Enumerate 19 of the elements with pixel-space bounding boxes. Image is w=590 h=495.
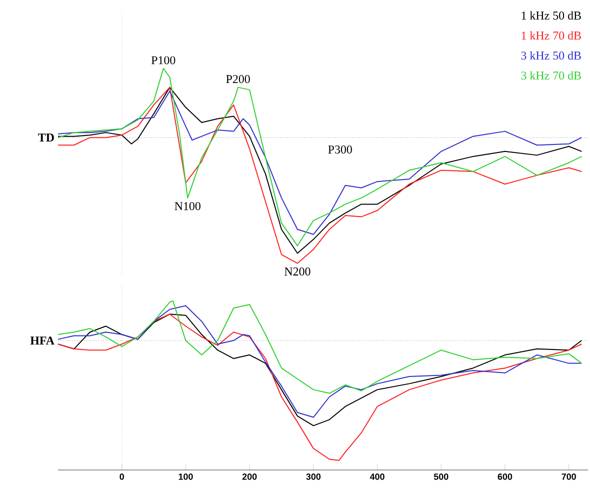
- text: 3 kHz 50 dB: [521, 51, 581, 60]
- y-axis-title: HFA: [30, 336, 54, 344]
- annotation: N200: [284, 267, 310, 276]
- x-tick-label: 600: [498, 474, 512, 480]
- x-tick-label: 500: [434, 474, 448, 480]
- x-tick-label: 300: [306, 474, 321, 480]
- annotation: P300: [328, 145, 352, 154]
- text: 3 kHz 70 dB: [521, 71, 581, 80]
- x-tick-label: 0: [120, 474, 124, 480]
- text: 1 kHz 70 dB: [522, 31, 581, 40]
- annotation: P100: [151, 56, 176, 64]
- y-axis-title: TD: [38, 134, 54, 142]
- x-tick-label: 200: [242, 474, 257, 480]
- x-tick-label: 700: [562, 474, 576, 480]
- x-tick-label: 100: [178, 474, 193, 480]
- x-tick-label: 400: [370, 474, 384, 480]
- annotation: P200: [226, 75, 250, 84]
- annotation: N100: [174, 202, 200, 210]
- text: 1 kHz 50 dB: [522, 11, 581, 20]
